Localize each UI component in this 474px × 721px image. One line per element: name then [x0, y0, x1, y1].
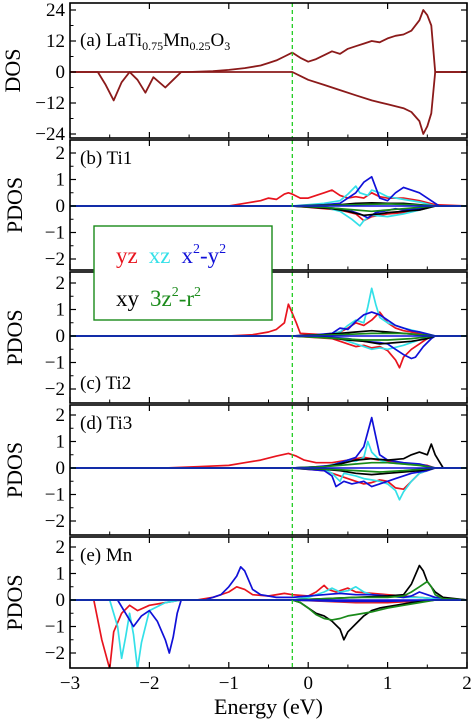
series-dos-down [70, 71, 467, 135]
legend-entry-z2: 3z2-r2 [150, 285, 201, 311]
y-axis-label: PDOS [2, 442, 27, 498]
y-tick-label: 2 [56, 273, 66, 294]
y-tick-label: −1 [45, 223, 65, 244]
y-tick-label: 0 [56, 326, 66, 347]
x-tick-label: −1 [219, 673, 239, 694]
axes-frame [69, 2, 468, 139]
y-tick-label: −2 [45, 643, 65, 664]
series-yz-up [70, 452, 467, 469]
y-tick-label: 0 [56, 196, 66, 217]
series-xy-down [70, 335, 467, 345]
series-x2y2-down [70, 599, 467, 654]
y-tick-label: 1 [56, 564, 66, 585]
y-tick-label: −2 [45, 511, 65, 532]
series-z2-up [70, 461, 467, 469]
legend-box: yz xz x2-y2 xy 3z2-r2 [93, 225, 273, 321]
y-axis-label: DOS [0, 48, 25, 92]
y-tick-label: −1 [45, 353, 65, 374]
series-yz-down [70, 335, 467, 369]
panel-label: (c) Ti2 [80, 373, 131, 394]
y-axis-label: PDOS [2, 177, 27, 233]
plot-area [70, 564, 467, 668]
series-x2y2-up [70, 175, 467, 207]
panel-1: 2 1 0 −1 −2 PDOS (b) Ti1 [2, 139, 468, 271]
y-tick-label: 1 [56, 300, 66, 321]
plot-area [70, 287, 467, 369]
series-xy-down [70, 467, 467, 476]
y-tick-label: 2 [56, 143, 66, 164]
series-xz-down [70, 467, 467, 501]
y-tick-label: 2 [56, 405, 66, 426]
plot-area [70, 416, 467, 501]
series-z2-down [70, 599, 467, 621]
y-tick-label: −2 [45, 379, 65, 400]
panel-label: (b) Ti1 [80, 148, 132, 169]
series-x2y2-down [70, 467, 467, 488]
panel-label: (e) Mn [80, 545, 133, 566]
series-xy-down [70, 205, 467, 217]
panel-label: (d) Ti3 [80, 413, 132, 434]
legend-entry-x2y2: x2-y2 [181, 242, 226, 268]
plot-area [70, 175, 467, 227]
y-tick-label: −2 [45, 249, 65, 270]
y-tick-label: −1 [45, 485, 65, 506]
y-tick-label: 0 [56, 458, 66, 479]
y-tick-label: 2 [56, 537, 66, 558]
series-yz-down [70, 599, 467, 668]
series-dos-up [70, 9, 467, 73]
x-tick-label: 0 [303, 673, 313, 694]
y-tick-label: 0 [56, 590, 66, 611]
panel-0: 24 12 0 −12 −24 DOS (a) LaTi0.75Mn0.25O3 [0, 0, 468, 145]
series-z2-down [70, 205, 467, 213]
series-z2-up [70, 580, 467, 601]
legend-entry-xz: xz [149, 243, 171, 268]
y-axis-label: PDOS [2, 309, 27, 365]
legend-entry-xy: xy [116, 286, 140, 311]
x-tick-label: 2 [462, 673, 472, 694]
series-xz-down [70, 599, 467, 668]
y-tick-label: −1 [45, 617, 65, 638]
series-yz-up [70, 189, 467, 207]
legend-entry-yz: yz [116, 243, 138, 268]
y-tick-label: 0 [56, 62, 66, 83]
x-axis-label: Energy (eV) [214, 694, 323, 719]
y-tick-label: 1 [56, 432, 66, 453]
y-tick-label: −12 [35, 93, 65, 114]
series-x2y2-up [70, 566, 467, 601]
y-tick-label: 1 [56, 170, 66, 191]
x-tick-label: 1 [383, 673, 393, 694]
x-tick-label: −2 [139, 673, 159, 694]
y-tick-label: 12 [46, 31, 65, 52]
y-tick-label: 24 [46, 0, 66, 21]
series-xz-up [70, 185, 467, 207]
panel-4: 2 1 0 −1 −2 PDOS (e) Mn −3 −2 −1 0 1 2 Energy (eV) [2, 536, 472, 719]
panel-label: (a) LaTi0.75Mn0.25O3 [80, 30, 230, 53]
panel-2: 2 1 0 −1 −2 PDOS (c) Ti2 [2, 271, 468, 404]
legend-frame [93, 225, 273, 321]
panel-3: 2 1 0 −1 −2 PDOS (d) Ti3 [2, 404, 468, 536]
plot-area [70, 9, 467, 135]
y-tick-label: −24 [35, 124, 65, 145]
y-axis-label: PDOS [2, 574, 27, 630]
x-tick-label: −3 [60, 673, 80, 694]
